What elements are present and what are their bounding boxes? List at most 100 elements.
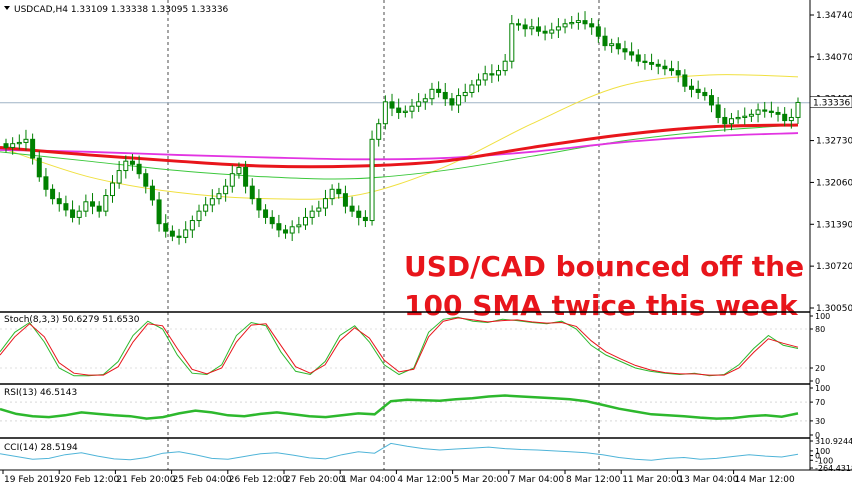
- candle-body: [36, 157, 42, 178]
- candle-body: [662, 65, 668, 70]
- price-tick-label: 1.32730: [816, 137, 852, 147]
- candle-body: [722, 116, 728, 125]
- candle-body: [635, 54, 641, 62]
- sma-20-line: [0, 74, 799, 200]
- price-tick-label: 1.34070: [816, 53, 852, 63]
- cci-label: CCI(14) 28.5194: [4, 443, 78, 453]
- candle-body: [30, 138, 36, 159]
- candle-body: [535, 26, 541, 32]
- candle-body: [149, 185, 155, 201]
- stochastic-panel: Stoch(8,3,3) 50.6279 51.6530: [0, 311, 810, 377]
- candle-body: [236, 166, 242, 175]
- dropdown-triangle-icon[interactable]: [4, 6, 10, 10]
- indicator-axes: 1008020010070300310.92441000-100-264.431…: [810, 312, 852, 473]
- candle-body: [50, 188, 56, 200]
- candle-body: [302, 216, 308, 226]
- candle-body: [768, 110, 774, 113]
- candle-body: [549, 29, 555, 34]
- candle-body: [90, 201, 96, 207]
- candle-body: [56, 198, 62, 205]
- candle-body: [83, 201, 89, 212]
- time-tick-label: 21 Feb 20:00: [116, 475, 175, 485]
- candle-body: [409, 105, 415, 112]
- candle-body: [16, 141, 22, 145]
- cci-panel: CCI(14) 28.5194: [0, 437, 810, 461]
- candle-body: [748, 113, 754, 117]
- cci-line: [0, 442, 799, 461]
- candle-body: [256, 198, 262, 211]
- stochastic-label: Stoch(8,3,3) 50.6279 51.6530: [4, 315, 140, 325]
- candle-body: [129, 160, 135, 165]
- symbol-info: USDCAD,H4 1.33109 1.33338 1.33095 1.3333…: [14, 5, 229, 15]
- candle-body: [476, 79, 482, 86]
- price-tick-label: 1.30720: [816, 262, 852, 272]
- candle-body: [569, 21, 575, 25]
- time-tick-label: 13 Mar 04:00: [678, 475, 738, 485]
- price-panel-bg: [0, 0, 810, 311]
- candle-body: [362, 216, 368, 222]
- candle-body: [456, 95, 462, 106]
- cci-tick-label: 310.9244: [815, 437, 852, 446]
- annotation-line-2: 100 SMA twice this week: [404, 289, 799, 322]
- current-price-label: 1.33336: [813, 99, 850, 109]
- stochastic-tick-label: 0: [815, 377, 820, 386]
- candle-body: [10, 143, 16, 148]
- candle-body: [283, 229, 289, 234]
- candle-body: [136, 163, 142, 175]
- candle-body: [555, 26, 561, 31]
- time-tick-label: 4 Mar 12:00: [397, 475, 452, 485]
- candle-body: [509, 23, 515, 62]
- candle-body: [582, 20, 588, 25]
- time-tick-label: 1 Mar 04:00: [341, 475, 396, 485]
- price-tick-label: 1.30050: [816, 304, 852, 314]
- price-panel: USDCAD,H4 1.33109 1.33338 1.33095 1.3333…: [0, 0, 810, 470]
- candle-body: [369, 138, 375, 222]
- candle-body: [782, 113, 788, 122]
- stochastic-tick-label: 20: [815, 364, 825, 373]
- candle-body: [249, 185, 255, 200]
- candle-body: [342, 193, 348, 207]
- sma-50-line: [0, 124, 799, 180]
- time-tick-label: 14 Mar 12:00: [735, 475, 795, 485]
- candle-body: [96, 205, 102, 212]
- candle-body: [502, 60, 508, 72]
- candle-body: [23, 138, 29, 143]
- candle-body: [109, 182, 115, 197]
- candle-body: [615, 43, 621, 50]
- candle-body: [296, 224, 302, 228]
- candle-body: [382, 101, 388, 125]
- candle-body: [602, 35, 608, 47]
- candle-body: [163, 223, 169, 232]
- candle-body: [63, 203, 69, 211]
- rsi-label: RSI(13) 46.5143: [4, 388, 77, 398]
- candle-body: [316, 207, 322, 212]
- candle-body: [223, 185, 229, 195]
- candle-body: [562, 23, 568, 28]
- candle-body: [376, 123, 382, 140]
- rsi-tick-label: 0: [815, 431, 820, 440]
- time-tick-label: 7 Mar 04:00: [510, 475, 565, 485]
- cci-tick-label: -100: [815, 456, 833, 465]
- candle-body: [396, 107, 402, 113]
- candle-body: [702, 91, 708, 97]
- stochastic-tick-label: 80: [815, 325, 825, 334]
- rsi-line: [0, 394, 799, 420]
- candle-body: [755, 109, 761, 115]
- candle-body: [356, 210, 362, 218]
- candle-body: [642, 60, 648, 63]
- candle-body: [183, 229, 189, 238]
- rsi-tick-label: 30: [815, 417, 825, 426]
- candle-body: [496, 70, 502, 76]
- candle-body: [276, 223, 282, 231]
- cci-tick-label: 0: [815, 452, 820, 461]
- candle-body: [322, 198, 328, 209]
- candle-body: [442, 91, 448, 100]
- stochastic-tick-label: 100: [815, 312, 830, 321]
- time-tick-label: 27 Feb 20:00: [285, 475, 344, 485]
- sma-200-line: [0, 132, 799, 161]
- rsi-panel: RSI(13) 46.5143: [0, 383, 810, 422]
- candle-body: [462, 91, 468, 97]
- candle-body: [595, 26, 601, 37]
- candle-body: [169, 230, 175, 237]
